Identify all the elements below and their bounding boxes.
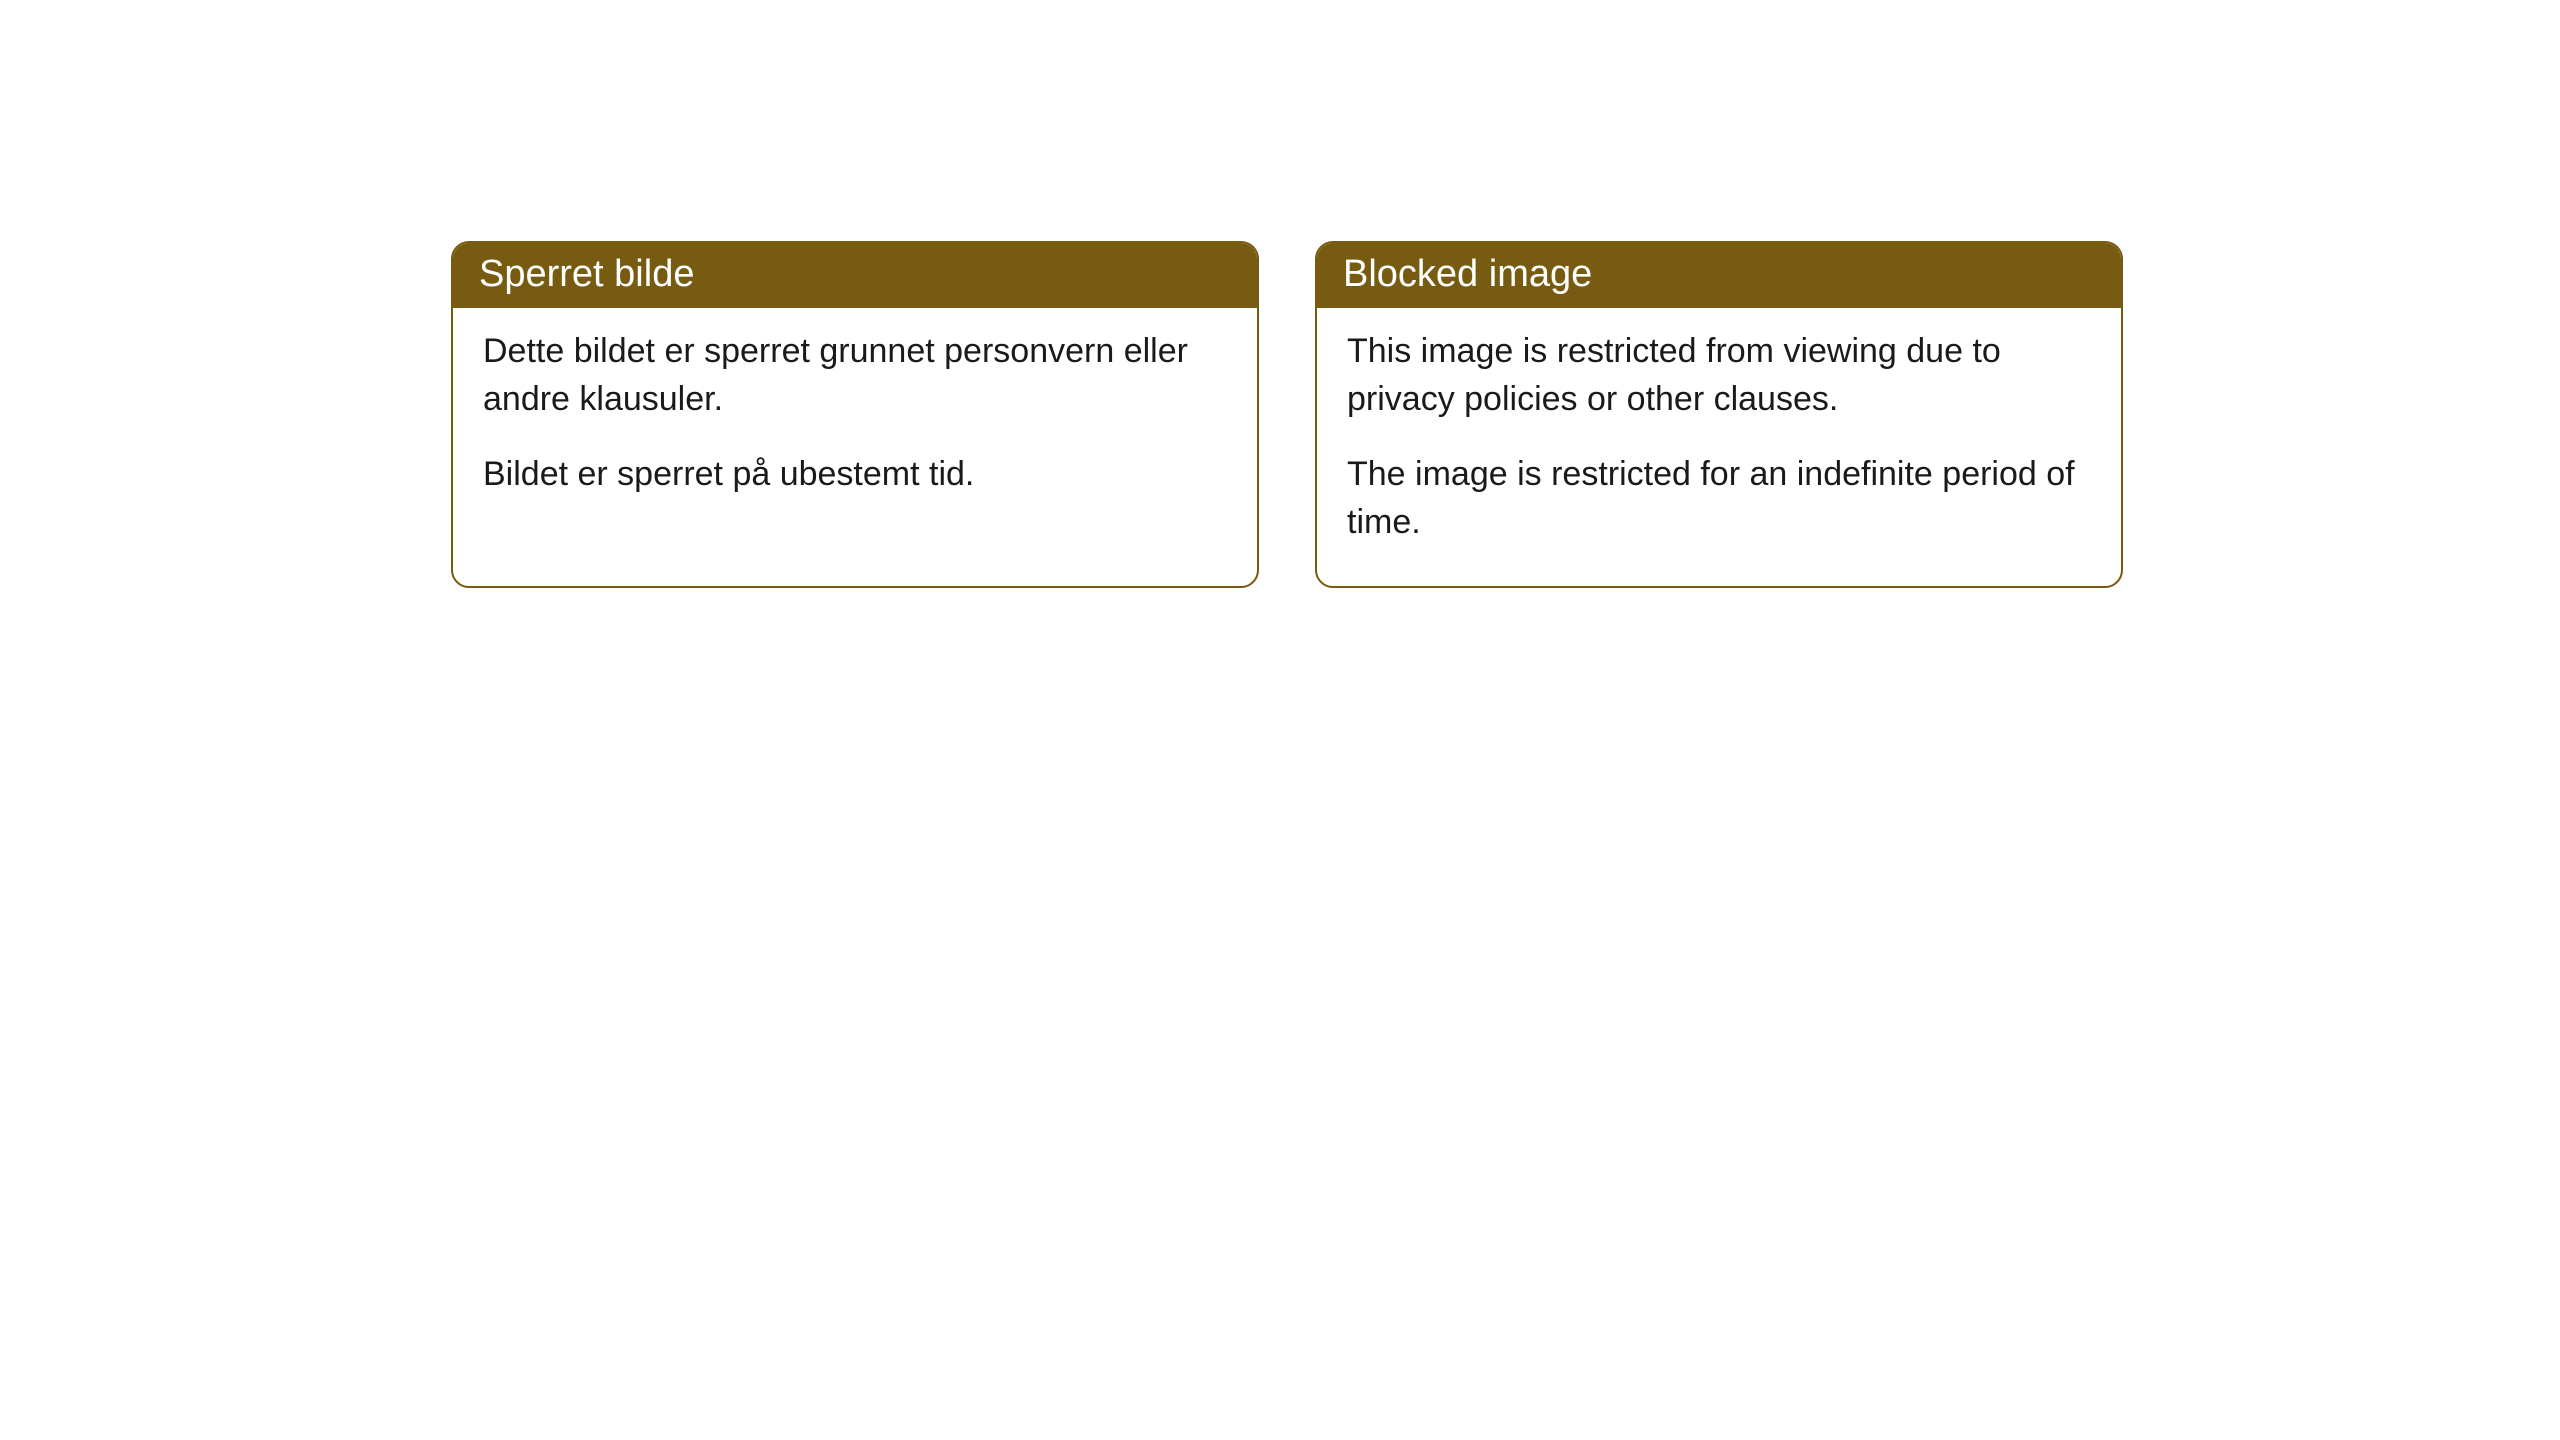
card-paragraph-en-2: The image is restricted for an indefinit… bbox=[1347, 451, 2091, 546]
card-paragraph-no-2: Bildet er sperret på ubestemt tid. bbox=[483, 451, 1227, 499]
card-title-en: Blocked image bbox=[1317, 243, 2121, 308]
card-paragraph-no-1: Dette bildet er sperret grunnet personve… bbox=[483, 328, 1227, 423]
blocked-image-card-en: Blocked image This image is restricted f… bbox=[1315, 241, 2123, 588]
card-body-en: This image is restricted from viewing du… bbox=[1317, 308, 2121, 586]
notice-container: Sperret bilde Dette bildet er sperret gr… bbox=[451, 241, 2123, 588]
blocked-image-card-no: Sperret bilde Dette bildet er sperret gr… bbox=[451, 241, 1259, 588]
card-body-no: Dette bildet er sperret grunnet personve… bbox=[453, 308, 1257, 539]
card-title-no: Sperret bilde bbox=[453, 243, 1257, 308]
card-paragraph-en-1: This image is restricted from viewing du… bbox=[1347, 328, 2091, 423]
